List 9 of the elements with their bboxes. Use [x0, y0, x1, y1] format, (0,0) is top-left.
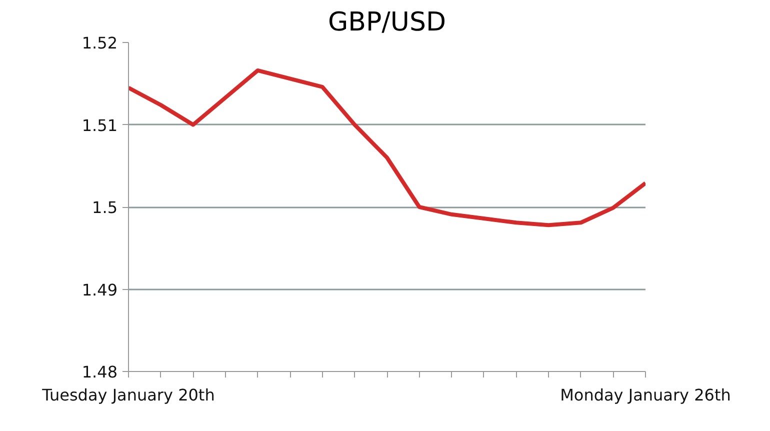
y-tick-label: 1.5 — [92, 198, 118, 217]
line-series — [128, 68, 646, 228]
y-tick-label: 1.48 — [82, 362, 118, 382]
x-tick-label: Monday January 26th — [560, 386, 731, 404]
x-tick-label: Tuesday January 20th — [41, 386, 215, 404]
chart-title: GBP/USD — [328, 8, 446, 38]
y-tick-label: 1.52 — [82, 34, 118, 52]
y-tick-label: 1.51 — [82, 116, 118, 135]
y-tick-label: 1.49 — [82, 280, 118, 300]
